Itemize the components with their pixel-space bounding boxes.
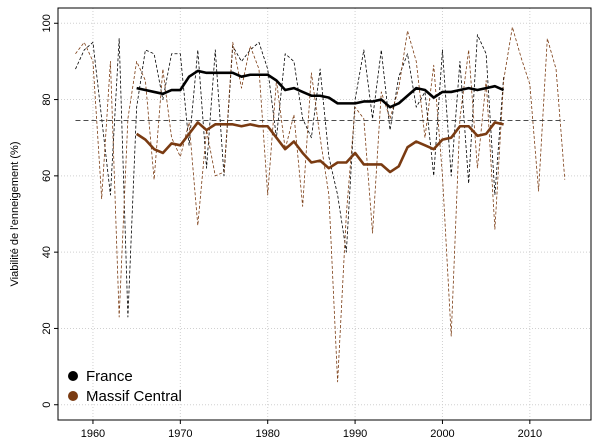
y-tick-label: 40 — [41, 246, 53, 258]
x-tick-label: 1980 — [255, 428, 279, 440]
legend-text: Massif Central — [86, 388, 182, 405]
y-tick-label: 0 — [41, 402, 53, 408]
y-axis-label: Viabilité de l'enneigement (%) — [9, 142, 21, 287]
x-tick-label: 1990 — [343, 428, 367, 440]
x-tick-label: 2010 — [518, 428, 542, 440]
legend-marker — [68, 371, 78, 381]
x-tick-label: 1960 — [81, 428, 105, 440]
x-tick-label: 2000 — [430, 428, 454, 440]
y-tick-label: 20 — [41, 322, 53, 334]
smoothed-line — [135, 121, 504, 174]
y-tick-label: 80 — [41, 93, 53, 105]
annual-line — [75, 26, 566, 383]
y-tick-label: 100 — [41, 14, 53, 32]
annual-line — [75, 34, 505, 318]
smoothed-line — [136, 69, 505, 109]
legend-marker — [68, 391, 78, 401]
x-tick-label: 1970 — [168, 428, 192, 440]
plot-frame — [57, 7, 592, 421]
y-tick-label: 60 — [41, 170, 53, 182]
legend-text: France — [86, 368, 133, 385]
